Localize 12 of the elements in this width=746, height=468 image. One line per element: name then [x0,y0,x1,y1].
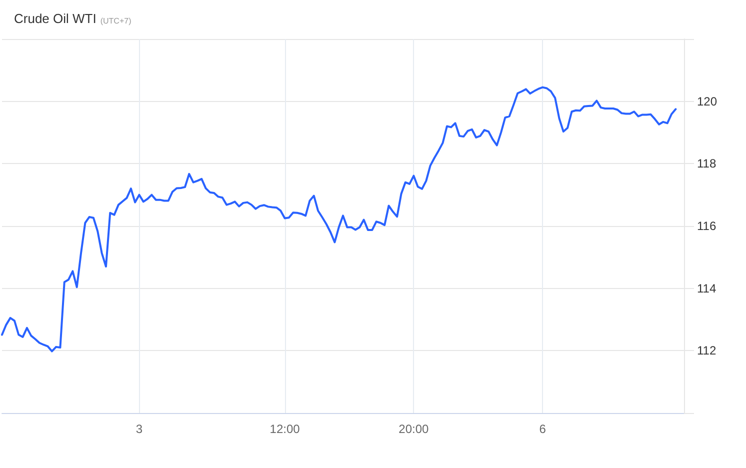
chart-title: Crude Oil WTI [14,11,96,26]
y-tick-label: 112 [697,344,716,358]
y-tick-label: 120 [697,94,718,108]
x-tick-label: 6 [539,422,546,436]
x-tick-label: 3 [136,422,143,436]
y-tick-label: 114 [697,281,716,296]
x-tick-label: 20:00 [398,422,430,436]
y-tick-label: 116 [697,219,716,233]
y-tick-label: 118 [697,156,716,171]
x-tick-label: 12:00 [270,422,300,436]
line-series [1,86,677,352]
chart-subtitle: (UTC+7) [100,16,132,26]
